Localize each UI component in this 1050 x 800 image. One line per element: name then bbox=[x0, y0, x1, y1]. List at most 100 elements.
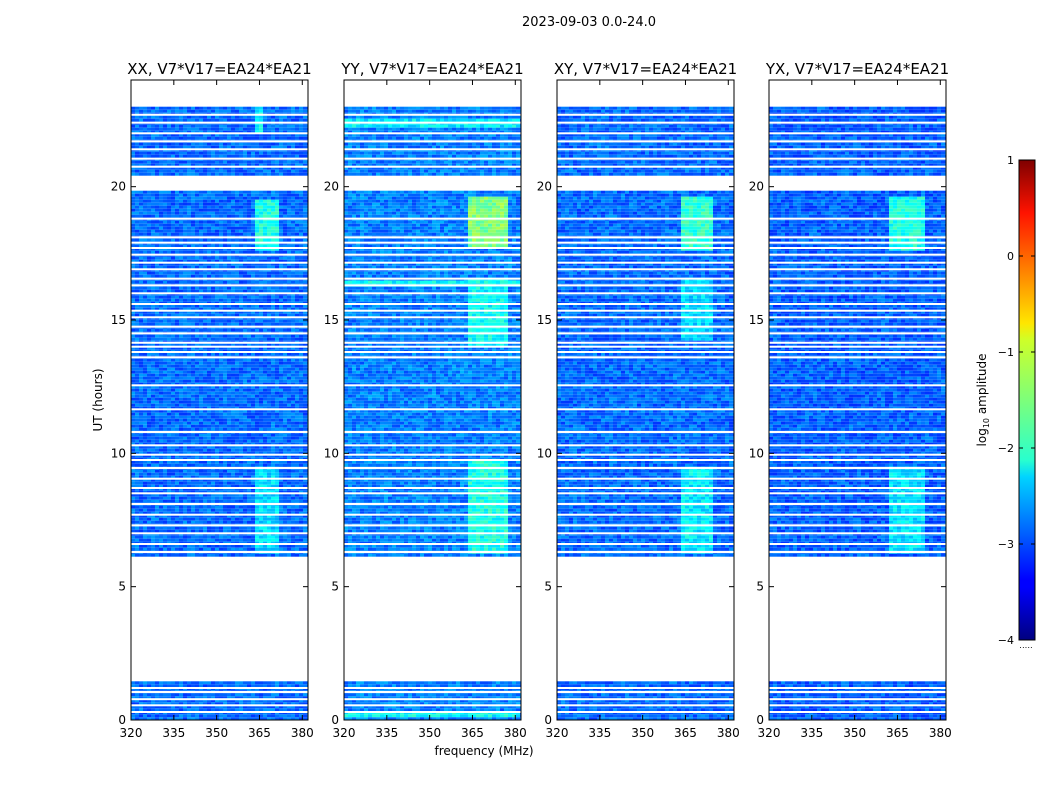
flagged-line bbox=[344, 487, 521, 489]
flagged-line bbox=[769, 356, 946, 359]
flagged-line bbox=[131, 513, 308, 516]
flagged-line bbox=[131, 503, 308, 505]
flagged-line bbox=[557, 284, 734, 287]
colorbar: 10−1−2−3−4 log10 amplitude ․․․․․ bbox=[975, 154, 1036, 650]
y-tick-label: 15 bbox=[111, 313, 126, 327]
flagged-line bbox=[769, 241, 946, 244]
y-tick-label: 0 bbox=[331, 713, 339, 727]
panel-3: XY, V7*V17=EA24*EA21 320 335 350 365 380 0 5 10 1… bbox=[537, 60, 740, 740]
flagged-line bbox=[131, 351, 308, 353]
flagged-line bbox=[131, 121, 308, 124]
x-tick-label: 365 bbox=[674, 726, 697, 740]
heatmap-cells bbox=[769, 106, 946, 720]
flagged-line bbox=[557, 487, 734, 489]
flagged-line bbox=[769, 253, 946, 256]
flagged-line bbox=[131, 241, 308, 244]
flagged-line bbox=[131, 148, 308, 151]
y-tick-label: 0 bbox=[118, 713, 126, 727]
flagged-line bbox=[344, 268, 521, 271]
flagged-line bbox=[557, 268, 734, 271]
flagged-line bbox=[769, 268, 946, 271]
flagged-line bbox=[344, 503, 521, 505]
flagged-line bbox=[131, 444, 308, 447]
flagged-line bbox=[557, 503, 734, 505]
flagged-line bbox=[344, 351, 521, 353]
flagged-line bbox=[131, 691, 308, 693]
flagged-line bbox=[769, 140, 946, 143]
panel-title: YX, V7*V17=EA24*EA21 bbox=[765, 60, 949, 78]
flagged-line bbox=[344, 698, 521, 701]
flagged-line bbox=[557, 384, 734, 387]
flagged-line bbox=[344, 165, 521, 168]
colorbar-ticks: 1 0 −1 −2 −3 −4 bbox=[998, 154, 1035, 647]
flagged-line bbox=[131, 268, 308, 271]
flagged-line bbox=[344, 532, 521, 535]
flagged-line bbox=[557, 453, 734, 456]
flagged-line bbox=[769, 351, 946, 353]
flagged-line bbox=[344, 704, 521, 707]
flagged-line bbox=[557, 253, 734, 256]
x-tick-label: 380 bbox=[717, 726, 740, 740]
flagged-line bbox=[131, 431, 308, 433]
flagged-line bbox=[557, 444, 734, 447]
flagged-line bbox=[557, 332, 734, 335]
flagged-line bbox=[344, 325, 521, 328]
flagged-line bbox=[131, 341, 308, 344]
x-tick-label: 365 bbox=[886, 726, 909, 740]
flagged-line bbox=[769, 303, 946, 305]
y-tick-label: 5 bbox=[118, 580, 126, 594]
flagged-line bbox=[131, 356, 308, 359]
y-tick-label: 0 bbox=[544, 713, 552, 727]
panels: XX, V7*V17=EA24*EA21 320 335 350 365 380 0 5 10 1… bbox=[111, 60, 952, 740]
x-tick-label: 320 bbox=[758, 726, 781, 740]
flagged-line bbox=[344, 277, 521, 280]
flagged-line bbox=[557, 241, 734, 244]
panel-title: XX, V7*V17=EA24*EA21 bbox=[127, 60, 311, 78]
flagged-line bbox=[131, 236, 308, 239]
flagged-line bbox=[769, 284, 946, 287]
flagged-line bbox=[557, 132, 734, 135]
flagged-line bbox=[557, 121, 734, 124]
y-tick-label: 5 bbox=[331, 580, 339, 594]
flagged-line bbox=[769, 113, 946, 116]
flagged-line bbox=[131, 261, 308, 264]
flagged-line bbox=[769, 467, 946, 469]
flagged-line bbox=[344, 384, 521, 387]
flagged-line bbox=[131, 698, 308, 701]
axes-frame bbox=[343, 79, 522, 721]
flagged-line bbox=[769, 503, 946, 505]
flagged-line bbox=[557, 687, 734, 689]
flagged-line bbox=[344, 253, 521, 256]
flagged-line bbox=[769, 384, 946, 387]
panel-1: XX, V7*V17=EA24*EA21 320 335 350 365 380 0 5 10 1… bbox=[111, 60, 314, 740]
y-axis-label: UT (hours) bbox=[91, 368, 105, 431]
flagged-line bbox=[769, 687, 946, 689]
flagged-line bbox=[557, 261, 734, 264]
y-tick-label: 10 bbox=[749, 446, 764, 460]
flagged-line bbox=[344, 303, 521, 305]
y-tick-label: 5 bbox=[756, 580, 764, 594]
colorbar-label-suffix: amplitude bbox=[975, 354, 989, 418]
flagged-line bbox=[131, 292, 308, 295]
flagged-line bbox=[344, 292, 521, 295]
flagged-line bbox=[557, 351, 734, 353]
flagged-line bbox=[769, 453, 946, 456]
flagged-line bbox=[557, 467, 734, 469]
colorbar-tick-label: −1 bbox=[998, 346, 1014, 359]
flagged-line bbox=[131, 477, 308, 480]
axes-frame bbox=[130, 79, 309, 721]
y-tick-label: 20 bbox=[324, 180, 339, 194]
y-tick-label: 10 bbox=[324, 446, 339, 460]
flagged-line bbox=[344, 113, 521, 116]
y-tick-label: 20 bbox=[537, 180, 552, 194]
flagged-line bbox=[131, 140, 308, 143]
flagged-line bbox=[344, 309, 521, 312]
flagged-line bbox=[769, 261, 946, 264]
y-tick-label: 0 bbox=[756, 713, 764, 727]
flagged-line bbox=[131, 217, 308, 220]
y-tick-label: 15 bbox=[749, 313, 764, 327]
flagged-line bbox=[557, 711, 734, 713]
panel-title: XY, V7*V17=EA24*EA21 bbox=[554, 60, 737, 78]
x-tick-label: 350 bbox=[843, 726, 866, 740]
flagged-line bbox=[769, 704, 946, 707]
